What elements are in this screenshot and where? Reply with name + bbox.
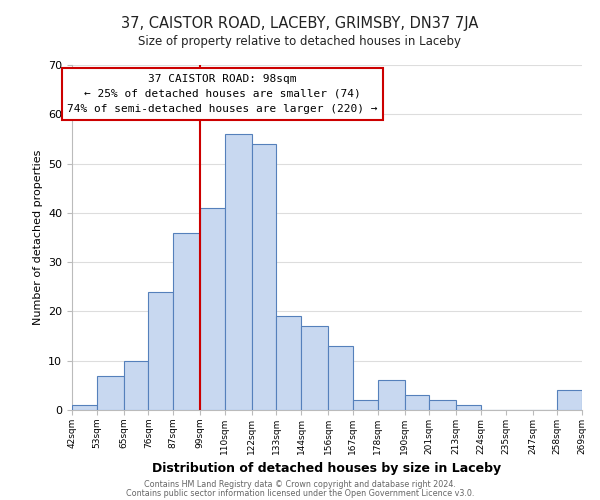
- Bar: [277, 316, 301, 410]
- Text: Size of property relative to detached houses in Laceby: Size of property relative to detached ho…: [139, 35, 461, 48]
- Bar: [97, 376, 124, 410]
- Text: Contains HM Land Registry data © Crown copyright and database right 2024.: Contains HM Land Registry data © Crown c…: [144, 480, 456, 489]
- Bar: [225, 134, 252, 410]
- Bar: [429, 400, 456, 410]
- Bar: [328, 346, 353, 410]
- Bar: [456, 405, 481, 410]
- Bar: [124, 360, 148, 410]
- X-axis label: Distribution of detached houses by size in Laceby: Distribution of detached houses by size …: [152, 462, 502, 475]
- Text: 37, CAISTOR ROAD, LACEBY, GRIMSBY, DN37 7JA: 37, CAISTOR ROAD, LACEBY, GRIMSBY, DN37 …: [121, 16, 479, 31]
- Bar: [173, 232, 200, 410]
- Bar: [301, 326, 328, 410]
- Bar: [377, 380, 404, 410]
- Bar: [557, 390, 582, 410]
- Bar: [353, 400, 377, 410]
- Text: Contains public sector information licensed under the Open Government Licence v3: Contains public sector information licen…: [126, 488, 474, 498]
- Bar: [148, 292, 173, 410]
- Bar: [404, 395, 429, 410]
- Bar: [200, 208, 225, 410]
- Y-axis label: Number of detached properties: Number of detached properties: [32, 150, 43, 325]
- Bar: [252, 144, 277, 410]
- Bar: [72, 405, 97, 410]
- Text: 37 CAISTOR ROAD: 98sqm
← 25% of detached houses are smaller (74)
74% of semi-det: 37 CAISTOR ROAD: 98sqm ← 25% of detached…: [67, 74, 378, 114]
